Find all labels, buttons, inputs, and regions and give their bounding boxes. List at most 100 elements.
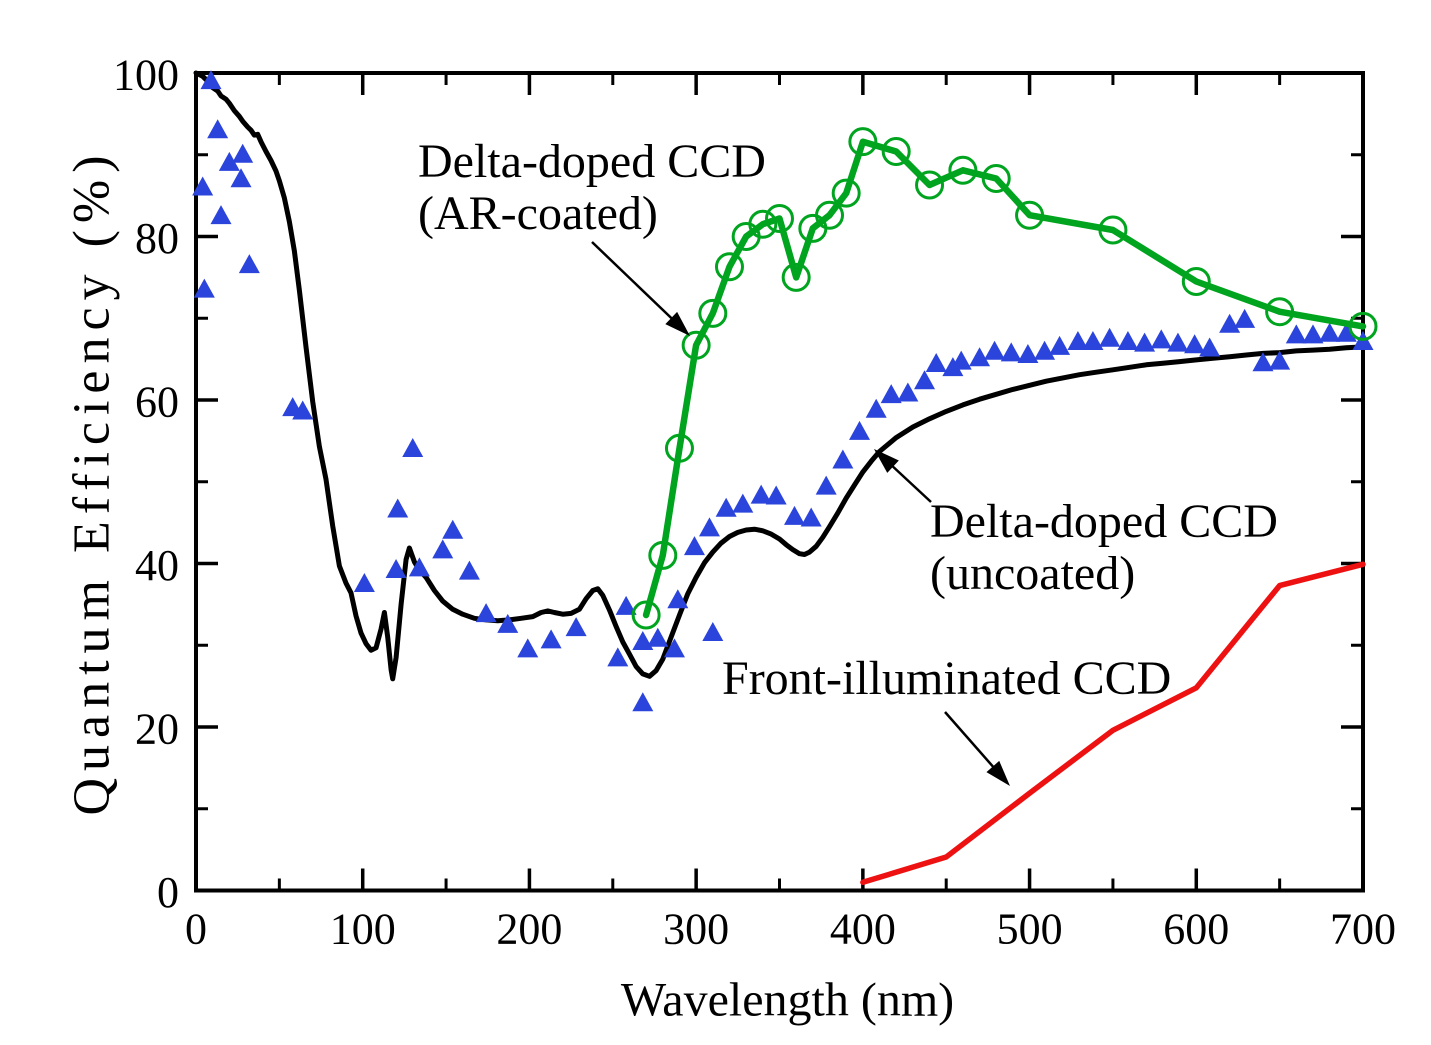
y-tick-label-100: 100	[113, 51, 179, 100]
annotation-arrow-line-front-illuminated	[944, 711, 998, 772]
blue-triangle-marker	[698, 517, 720, 537]
blue-triangle-marker	[750, 484, 772, 504]
blue-triangle-marker	[865, 398, 887, 418]
green-circle-marker	[1098, 215, 1128, 245]
blue-triangle-marker	[663, 638, 685, 658]
blue-triangle-marker	[969, 347, 991, 367]
blue-triangle-marker	[1067, 330, 1089, 350]
y-tick-label-20: 20	[135, 705, 179, 754]
green-circle-marker	[981, 163, 1011, 193]
x-axis-title: Wavelength (nm)	[621, 974, 954, 1027]
blue-triangle-marker	[1269, 350, 1291, 370]
annotation-ar-coated-line1: Delta-doped CCD	[418, 135, 766, 188]
annotation-uncoated-line2: (uncoated)	[930, 547, 1136, 600]
annotation-uncoated: Delta-doped CCD (uncoated)	[930, 496, 1278, 600]
x-tick-label-700: 700	[1330, 905, 1396, 954]
annotation-arrowhead-uncoated	[874, 449, 899, 473]
annotation-ar-coated: Delta-doped CCD (AR-coated)	[418, 136, 766, 240]
plot-frame	[194, 71, 1365, 893]
blue-triangle-marker	[458, 560, 480, 580]
y-axis-title: Quantum Efficiency (%)	[64, 148, 121, 815]
blue-triangle-marker	[1285, 324, 1307, 344]
blue-triangle-marker	[615, 595, 637, 615]
y-tick-label-0: 0	[157, 868, 179, 917]
x-tick-label-500: 500	[997, 905, 1063, 954]
green-circle-marker	[815, 200, 845, 230]
blue-triangle-marker	[497, 613, 519, 633]
blue-triangle-marker	[517, 638, 539, 658]
blue-triangle-marker	[565, 617, 587, 637]
y-tick-label-80: 80	[135, 214, 179, 263]
blue-triangle-marker	[1219, 313, 1241, 333]
blue-triangle-marker	[442, 519, 464, 539]
blue-triangle-marker	[1319, 322, 1341, 342]
green-circle-marker	[831, 178, 861, 208]
y-tick-label-60: 60	[135, 378, 179, 427]
blue-triangle-marker	[1167, 332, 1189, 352]
blue-triangle-marker	[880, 384, 902, 404]
blue-triangle-marker	[1134, 332, 1156, 352]
annotation-front-illuminated: Front-illuminated CCD	[722, 653, 1171, 705]
blue-triangle-marker	[632, 630, 654, 650]
green-circle-marker	[748, 209, 778, 239]
blue-triangle-marker	[238, 254, 260, 274]
green-circle-marker	[1348, 311, 1378, 341]
annotation-front-illuminated-line1: Front-illuminated CCD	[722, 652, 1172, 705]
blue-triangle-marker	[832, 449, 854, 469]
blue-triangle-marker	[540, 629, 562, 649]
annotation-arrowhead-front-illuminated	[986, 760, 1010, 786]
annotation-arrowhead-ar-coated	[665, 311, 690, 336]
blue-triangle-marker	[632, 692, 654, 712]
blue-triangle-marker	[230, 168, 252, 188]
green-circle-marker	[881, 136, 911, 166]
green-circle-marker	[1181, 266, 1211, 296]
annotation-arrow-line-uncoated	[887, 461, 932, 503]
blue-triangle-marker	[200, 70, 222, 90]
blue-triangle-marker	[432, 539, 454, 559]
blue-triangle-marker	[402, 438, 424, 458]
series-uncoated-line	[193, 70, 1366, 682]
blue-triangle-marker	[192, 176, 214, 196]
blue-triangle-marker	[1252, 352, 1274, 372]
blue-triangle-marker	[1234, 308, 1256, 328]
green-circle-marker	[1265, 297, 1295, 327]
blue-triangle-marker	[1199, 337, 1221, 357]
green-circle-marker	[948, 155, 978, 185]
blue-triangle-marker	[800, 507, 822, 527]
blue-triangle-marker	[218, 151, 240, 171]
green-circle-marker	[714, 252, 744, 282]
blue-triangle-marker	[702, 621, 724, 641]
y-tick-label-40: 40	[135, 541, 179, 590]
blue-triangle-marker	[732, 493, 754, 513]
x-tick-label-400: 400	[830, 905, 896, 954]
annotation-uncoated-line1: Delta-doped CCD	[930, 495, 1278, 548]
blue-triangle-marker	[292, 400, 314, 420]
blue-triangle-marker	[984, 340, 1006, 360]
x-tick-label-200: 200	[496, 905, 562, 954]
blue-triangle-marker	[1017, 344, 1039, 364]
blue-triangle-marker	[950, 350, 972, 370]
blue-triangle-marker	[897, 382, 919, 402]
green-circle-marker	[664, 433, 694, 463]
blue-triangle-marker	[1000, 342, 1022, 362]
x-tick-label-300: 300	[663, 905, 729, 954]
green-circle-marker	[915, 170, 945, 200]
blue-triangle-marker	[408, 557, 430, 577]
blue-triangle-marker	[475, 603, 497, 623]
series-front-illuminated-line	[860, 561, 1366, 886]
blue-triangle-marker	[815, 475, 837, 495]
blue-triangle-marker	[1150, 329, 1172, 349]
blue-triangle-marker	[1117, 330, 1139, 350]
green-circle-marker	[681, 330, 711, 360]
x-tick-label-100: 100	[330, 905, 396, 954]
annotation-ar-coated-line2: (AR-coated)	[418, 187, 658, 240]
x-tick-label-600: 600	[1163, 905, 1229, 954]
blue-triangle-marker	[210, 205, 232, 225]
blue-triangle-marker	[715, 497, 737, 517]
green-circle-marker	[631, 600, 661, 630]
x-tick-label-0: 0	[185, 905, 207, 954]
blue-triangle-marker	[1082, 330, 1104, 350]
blue-triangle-marker	[385, 559, 407, 579]
